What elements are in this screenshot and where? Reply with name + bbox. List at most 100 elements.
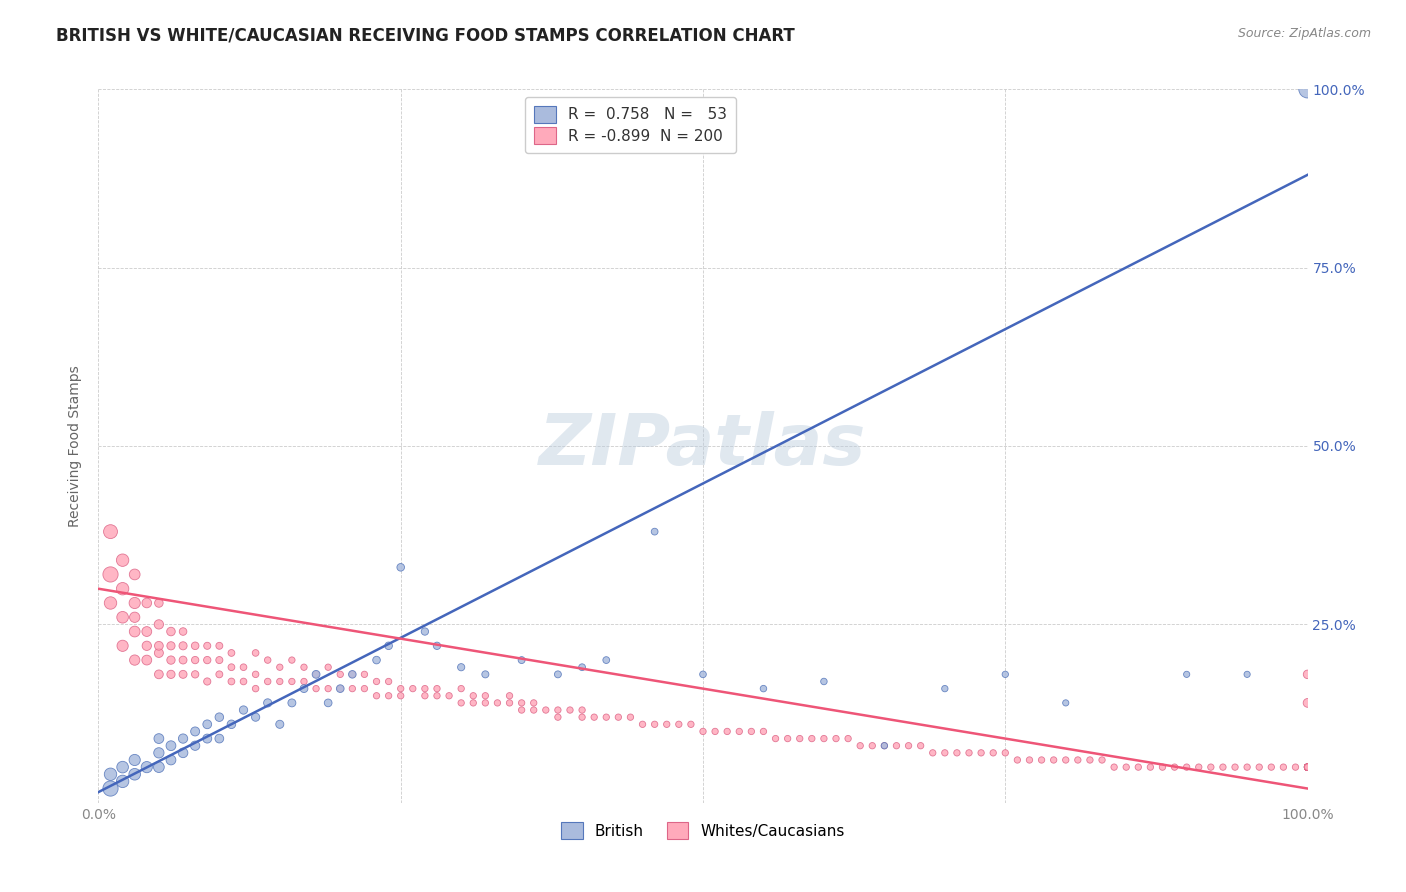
Point xyxy=(413,624,436,639)
Point xyxy=(100,596,122,610)
Point xyxy=(208,667,231,681)
Point xyxy=(1296,760,1319,774)
Point xyxy=(752,681,775,696)
Point xyxy=(413,681,436,696)
Point xyxy=(329,667,352,681)
Point xyxy=(1296,760,1319,774)
Point xyxy=(619,710,641,724)
Point xyxy=(256,653,278,667)
Point xyxy=(1296,696,1319,710)
Point xyxy=(124,596,146,610)
Point xyxy=(269,674,291,689)
Point xyxy=(1007,753,1029,767)
Point xyxy=(934,681,956,696)
Point xyxy=(1296,760,1319,774)
Point xyxy=(1249,760,1271,774)
Point xyxy=(1054,753,1077,767)
Point xyxy=(148,596,170,610)
Point xyxy=(1078,753,1101,767)
Point xyxy=(172,731,194,746)
Point xyxy=(342,681,364,696)
Point xyxy=(281,653,304,667)
Point xyxy=(1296,760,1319,774)
Point xyxy=(1296,760,1319,774)
Point xyxy=(208,710,231,724)
Point xyxy=(1102,760,1125,774)
Point xyxy=(1296,760,1319,774)
Point xyxy=(692,667,714,681)
Point xyxy=(631,717,654,731)
Point xyxy=(1296,760,1319,774)
Point xyxy=(1042,753,1064,767)
Text: Source: ZipAtlas.com: Source: ZipAtlas.com xyxy=(1237,27,1371,40)
Point xyxy=(111,760,134,774)
Point xyxy=(208,653,231,667)
Point xyxy=(1296,760,1319,774)
Point xyxy=(316,696,339,710)
Point xyxy=(981,746,1004,760)
Point xyxy=(910,739,932,753)
Point xyxy=(402,681,425,696)
Point xyxy=(547,667,569,681)
Point xyxy=(1296,760,1319,774)
Point xyxy=(1296,760,1319,774)
Point xyxy=(1296,760,1319,774)
Point xyxy=(269,717,291,731)
Point xyxy=(135,596,157,610)
Point xyxy=(172,667,194,681)
Point xyxy=(740,724,762,739)
Text: ZIPatlas: ZIPatlas xyxy=(540,411,866,481)
Point xyxy=(1296,760,1319,774)
Point xyxy=(160,667,183,681)
Point xyxy=(135,760,157,774)
Point xyxy=(1296,760,1319,774)
Point xyxy=(124,753,146,767)
Point xyxy=(1296,760,1319,774)
Point xyxy=(463,696,485,710)
Point xyxy=(1296,760,1319,774)
Point xyxy=(160,639,183,653)
Point xyxy=(232,703,254,717)
Point xyxy=(644,524,666,539)
Point xyxy=(752,724,775,739)
Point xyxy=(208,731,231,746)
Point xyxy=(571,703,593,717)
Point xyxy=(1296,760,1319,774)
Point xyxy=(100,767,122,781)
Point xyxy=(100,781,122,796)
Point xyxy=(184,667,207,681)
Point xyxy=(184,724,207,739)
Point xyxy=(1296,760,1319,774)
Point xyxy=(595,710,617,724)
Point xyxy=(148,639,170,653)
Point xyxy=(292,660,315,674)
Point xyxy=(474,696,496,710)
Point xyxy=(437,689,460,703)
Point xyxy=(873,739,896,753)
Point xyxy=(1296,760,1319,774)
Point xyxy=(195,717,218,731)
Point xyxy=(498,689,520,703)
Point xyxy=(655,717,678,731)
Point xyxy=(1296,82,1319,96)
Point xyxy=(970,746,993,760)
Point xyxy=(897,739,920,753)
Point xyxy=(1296,760,1319,774)
Point xyxy=(426,639,449,653)
Point xyxy=(281,696,304,710)
Point xyxy=(100,524,122,539)
Point xyxy=(329,681,352,696)
Point xyxy=(342,667,364,681)
Point xyxy=(1031,753,1053,767)
Point xyxy=(1296,760,1319,774)
Point xyxy=(813,731,835,746)
Point xyxy=(111,610,134,624)
Point xyxy=(195,674,218,689)
Point xyxy=(148,667,170,681)
Point xyxy=(148,617,170,632)
Point xyxy=(498,696,520,710)
Point xyxy=(1054,696,1077,710)
Point xyxy=(668,717,690,731)
Point xyxy=(994,667,1017,681)
Point xyxy=(1296,760,1319,774)
